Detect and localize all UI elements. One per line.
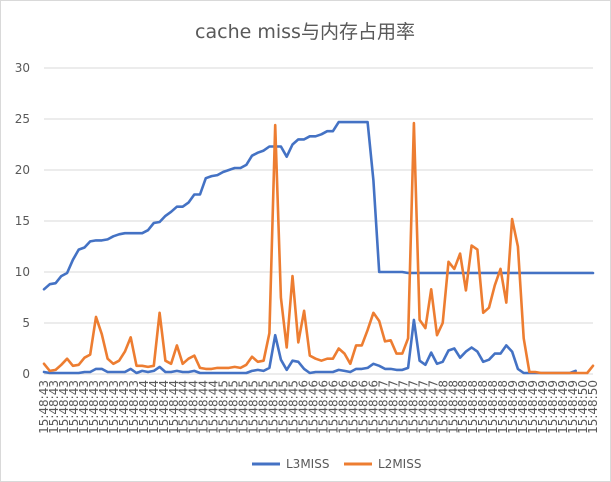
x-tick-label: 15:48:48	[476, 380, 490, 434]
y-tick-label: 20	[15, 163, 30, 177]
x-tick-label: 15:48:44	[197, 380, 211, 434]
x-tick-label: 15:48:49	[566, 380, 580, 434]
x-tick-label: 15:48:46	[307, 380, 321, 434]
x-tick-label: 15:48:50	[576, 380, 590, 434]
x-tick-label: 15:48:44	[187, 380, 201, 434]
x-tick-label: 15:48:44	[207, 380, 221, 434]
x-tick-label: 15:48:47	[386, 380, 400, 434]
x-tick-label: 15:48:45	[287, 380, 301, 434]
x-tick-label: 15:48:49	[526, 380, 540, 434]
x-tick-label: 15:48:43	[37, 380, 51, 434]
x-tick-label: 15:48:46	[297, 380, 311, 434]
x-tick-label: 15:48:46	[366, 380, 380, 434]
x-tick-label: 15:48:48	[486, 380, 500, 434]
x-tick-label: 15:48:43	[47, 380, 61, 434]
x-tick-label: 15:48:45	[217, 380, 231, 434]
grid	[44, 67, 593, 375]
series-l3miss-lower-line	[42, 318, 578, 375]
x-tick-label: 15:48:45	[257, 380, 271, 434]
x-tick-label: 15:48:43	[127, 380, 141, 434]
x-tick-label: 15:48:48	[466, 380, 480, 434]
x-tick-label: 15:48:46	[336, 380, 350, 434]
x-tick-label: 15:48:48	[436, 380, 450, 434]
x-tick-label: 15:48:43	[57, 380, 71, 434]
x-tick-label: 15:48:45	[247, 380, 261, 434]
x-tick-label: 15:48:48	[456, 380, 470, 434]
x-tick-label: 15:48:44	[167, 380, 181, 434]
x-tick-label: 15:48:49	[546, 380, 560, 434]
x-tick-label: 15:48:43	[77, 380, 91, 434]
y-tick-label: 15	[15, 214, 30, 228]
x-tick-label: 15:48:44	[147, 380, 161, 434]
x-tick-label: 15:48:43	[107, 380, 121, 434]
x-tick-label: 15:48:45	[277, 380, 291, 434]
x-tick-label: 15:48:48	[446, 380, 460, 434]
x-tick-label: 15:48:47	[406, 380, 420, 434]
x-tick-label: 15:48:43	[87, 380, 101, 434]
x-tick-label: 15:48:43	[67, 380, 81, 434]
x-tick-label: 15:48:46	[356, 380, 370, 434]
x-tick-label: 15:48:48	[496, 380, 510, 434]
x-tick-label: 15:48:47	[426, 380, 440, 434]
series-group	[42, 120, 595, 375]
legend-label-l3miss: L3MISS	[286, 457, 329, 471]
y-tick-label: 0	[22, 367, 30, 381]
y-tick-label: 25	[15, 112, 30, 126]
x-tick-label: 15:48:46	[346, 380, 360, 434]
x-tick-label: 15:48:44	[157, 380, 171, 434]
x-tick-label: 15:48:45	[227, 380, 241, 434]
x-tick-label: 15:48:44	[177, 380, 191, 434]
x-tick-label: 15:48:46	[316, 380, 330, 434]
y-tick-label: 5	[22, 316, 30, 330]
chart-title: cache miss与内存占用率	[195, 21, 415, 43]
x-tick-label: 15:48:43	[117, 380, 131, 434]
x-tick-label: 15:48:50	[586, 380, 600, 434]
x-tick-label: 15:48:45	[267, 380, 281, 434]
x-tick-label: 15:48:49	[536, 380, 550, 434]
x-tick-label: 15:48:43	[97, 380, 111, 434]
x-tick-label: 15:48:47	[416, 380, 430, 434]
y-tick-label: 30	[15, 61, 30, 75]
y-tick-label: 10	[15, 265, 30, 279]
x-tick-label: 15:48:47	[376, 380, 390, 434]
series-l3miss-line	[42, 120, 595, 291]
y-axis: 0 5 10 15 20 25 30	[15, 61, 30, 381]
x-tick-label: 15:48:47	[396, 380, 410, 434]
legend: L3MISS L2MISS	[252, 457, 421, 471]
x-tick-label: 15:48:44	[137, 380, 151, 434]
x-tick-label: 15:48:45	[237, 380, 251, 434]
x-tick-label: 15:48:46	[326, 380, 340, 434]
series-l2miss-line	[42, 121, 595, 375]
x-tick-label: 15:48:49	[506, 380, 520, 434]
legend-label-l2miss: L2MISS	[378, 457, 421, 471]
x-tick-label: 15:48:49	[516, 380, 530, 434]
x-tick-label: 15:48:49	[556, 380, 570, 434]
x-axis: 15:48:4315:48:4315:48:4315:48:4315:48:43…	[37, 380, 600, 434]
